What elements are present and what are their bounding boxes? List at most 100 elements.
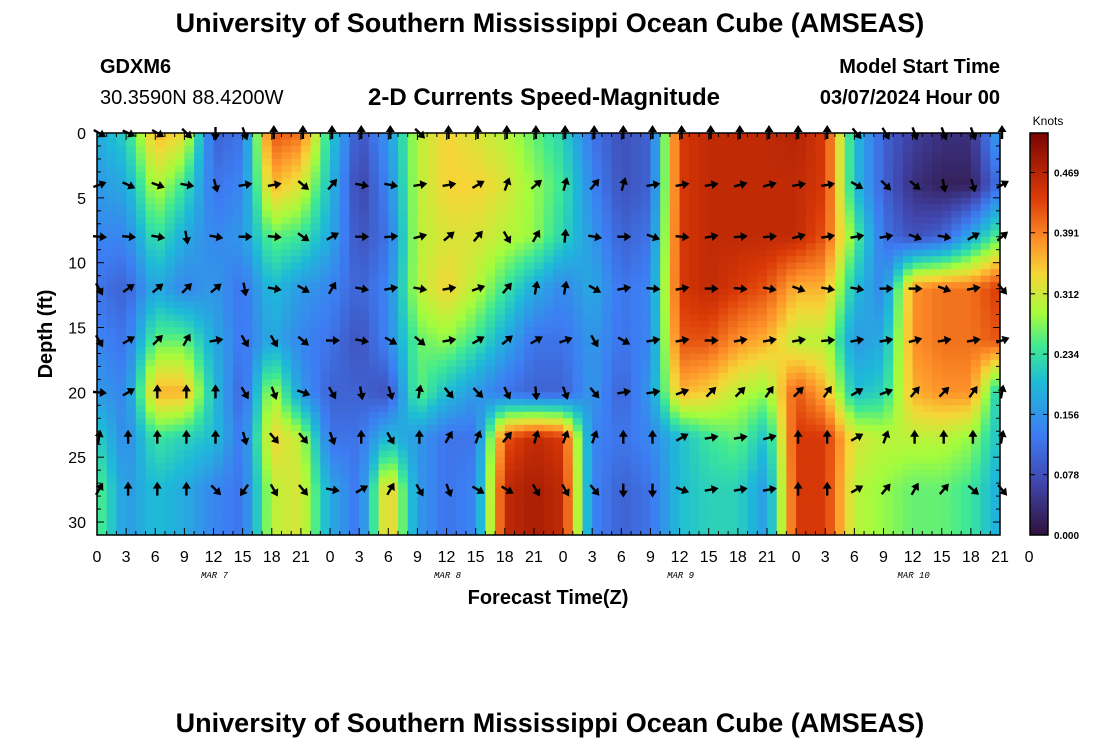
heatmap-cell [611,392,622,400]
heatmap-cell [922,158,933,167]
heatmap-cell [699,139,710,147]
heatmap-cell [912,301,923,309]
heatmap-cell [524,366,535,374]
heatmap-cell [223,418,234,426]
heatmap-cell [844,288,855,296]
heatmap-cell [135,470,147,478]
heatmap-cell [747,340,758,348]
heatmap-cell [786,133,797,141]
heatmap-cell [776,191,787,199]
heatmap-cell [873,372,885,380]
heatmap-cell [514,359,525,368]
heatmap-cell [262,178,273,186]
heatmap-cell [388,223,399,231]
heatmap-cell [242,334,253,342]
heatmap-cell [126,424,137,432]
heatmap-cell [825,411,836,419]
heatmap-cell [951,437,962,445]
heatmap-cell [320,256,331,264]
heatmap-cell [572,463,584,471]
heatmap-cell [844,398,855,406]
heatmap-cell [922,256,933,264]
heatmap-cell [757,191,768,199]
heatmap-cell [436,236,448,244]
heatmap-cell [174,314,185,322]
heatmap-cell [572,314,584,322]
heatmap-cell [883,301,894,309]
heatmap-cell [951,249,962,257]
heatmap-cell [388,346,399,355]
heatmap-cell [184,418,195,426]
heatmap-cell [601,249,613,257]
heatmap-cell [203,411,215,419]
heatmap-cell [796,158,807,167]
heatmap-cell [184,444,195,452]
heatmap-cell [708,133,720,141]
heatmap-cell [786,165,797,173]
heatmap-cell [213,197,224,205]
heatmap-cell [980,165,991,173]
heatmap-cell [922,405,933,413]
heatmap-cell [203,191,215,199]
heatmap-cell [252,385,263,393]
heatmap-cell [718,191,729,199]
heatmap-cell [786,275,797,283]
heatmap-cell [388,308,399,316]
heatmap-cell [330,321,341,329]
heatmap-cell [106,282,118,290]
heatmap-cell [349,308,360,316]
heatmap-cell [786,321,797,329]
heatmap-cell [786,152,797,160]
heatmap-cell [796,210,807,218]
heatmap-cell [271,476,283,484]
heatmap-cell [970,210,982,218]
heatmap-cell [902,314,914,322]
heatmap-cell [194,171,205,179]
heatmap-cell [631,275,642,283]
heatmap-cell [398,139,409,147]
heatmap-cell [232,392,244,400]
heatmap-cell [320,444,331,452]
heatmap-cell [223,249,234,257]
heatmap-cell [582,444,593,452]
heatmap-cell [524,476,535,484]
heatmap-cell [543,411,554,419]
heatmap-cell [543,171,554,179]
heatmap-cell [805,424,817,432]
heatmap-cell [961,385,972,393]
heatmap-cell [407,288,419,296]
heatmap-cell [310,295,321,303]
heatmap-cell [223,184,234,192]
heatmap-cell [728,385,739,393]
heatmap-cell [883,444,894,452]
heatmap-cell [330,405,341,413]
heatmap-cell [135,288,147,296]
heatmap-cell [815,470,826,478]
heatmap-cell [300,424,312,432]
heatmap-cell [174,366,185,374]
heatmap-cell [174,372,185,380]
heatmap-cell [689,165,700,173]
heatmap-cell [737,256,749,264]
heatmap-cell [155,418,166,426]
heatmap-cell [135,379,147,387]
heatmap-cell [533,288,545,296]
heatmap-cell [961,275,972,283]
heatmap-cell [320,470,331,478]
heatmap-cell [330,476,341,484]
heatmap-cell [242,476,253,484]
heatmap-cell [504,230,516,238]
heatmap-cell [407,282,419,290]
heatmap-cell [504,262,516,270]
heatmap-cell [155,321,166,329]
heatmap-cell [669,334,681,342]
heatmap-cell [883,171,894,179]
heatmap-cell [873,418,885,426]
heatmap-cell [699,308,710,316]
heatmap-cell [980,288,991,296]
heatmap-cell [495,197,506,205]
heatmap-cell [592,379,603,387]
heatmap-cell [922,470,933,478]
heatmap-cell [291,366,302,374]
heatmap-cell [592,145,603,154]
